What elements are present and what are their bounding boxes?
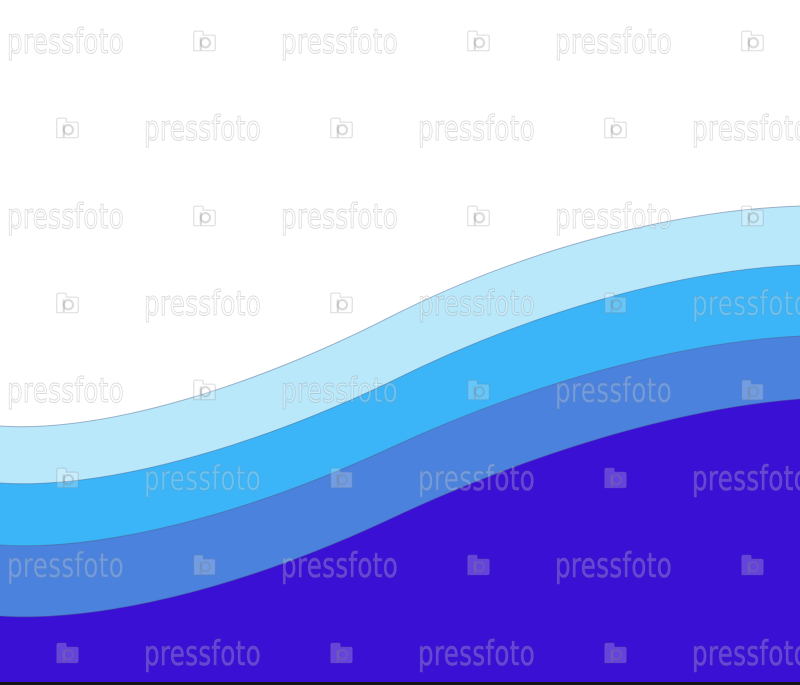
bottom-edge-bar [0,682,800,685]
wave-band-edge-cyan [0,264,800,485]
wave-band-edge-light-blue [0,205,800,428]
wave-band-edge-medium-blue [0,335,800,547]
wave-band-edge-indigo [0,398,800,618]
wave-band-indigo [0,399,800,685]
